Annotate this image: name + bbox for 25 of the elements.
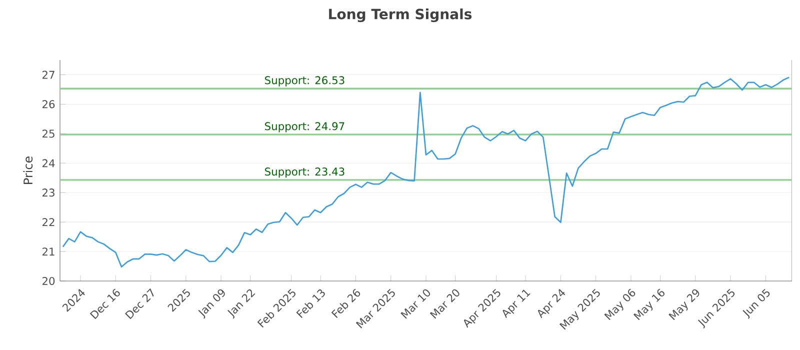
ref-line-label: Support: 23.43 [265,168,344,178]
x-tick-label: Jan 22 [228,289,256,319]
x-tick-label: Jan 09 [198,289,225,319]
x-tick-label: Dec 16 [90,288,120,320]
x-tick-label: Apr 24 [538,288,566,318]
y-tick-label: 27 [42,70,54,79]
x-tick-label: Mar 10 [400,289,430,319]
x-tick-label: Mar 20 [430,289,460,319]
line-series [62,76,790,268]
y-tick-label: 26 [42,100,55,108]
chart-title: Long Term Signals [329,8,472,22]
x-tick-label: Feb 26 [331,288,360,318]
x-tick-label: Dec 27 [125,288,154,320]
x-tick-label: Feb 13 [296,289,325,318]
ref-line-label: Support: 24.97 [265,122,344,132]
y-tick-label: 25 [42,130,54,138]
y-tick-label: 23 [42,188,54,197]
y-tick-label: 20 [42,276,55,286]
y-tick-label: 22 [42,218,54,226]
y-axis-title: Price [23,156,33,184]
x-tick-label: Jun 05 [742,288,770,319]
y-tick-label: 24 [42,159,55,168]
ref-line-label: Support: 26.53 [265,76,344,86]
x-tick-label: Apr 11 [502,290,530,318]
y-tick-label: 21 [42,248,54,256]
